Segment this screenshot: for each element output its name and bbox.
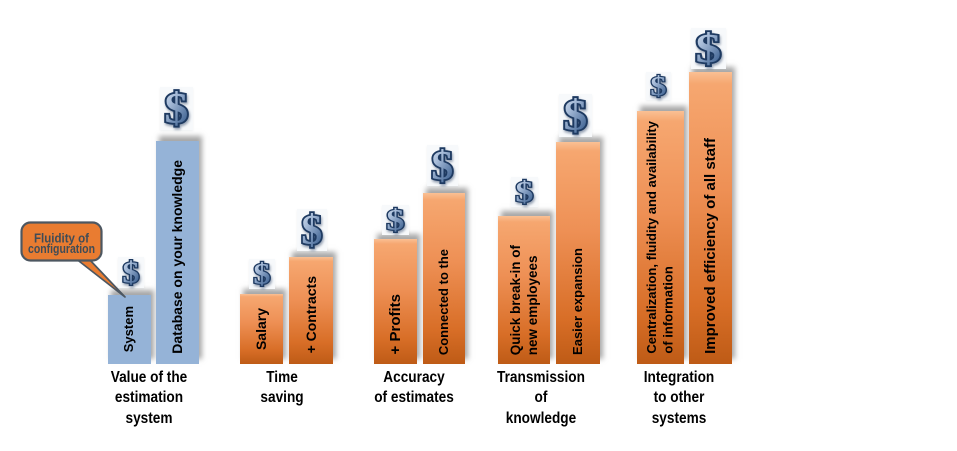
svg-text:Fluidity of: Fluidity of bbox=[34, 231, 90, 246]
svg-text:configuration: configuration bbox=[28, 241, 95, 256]
